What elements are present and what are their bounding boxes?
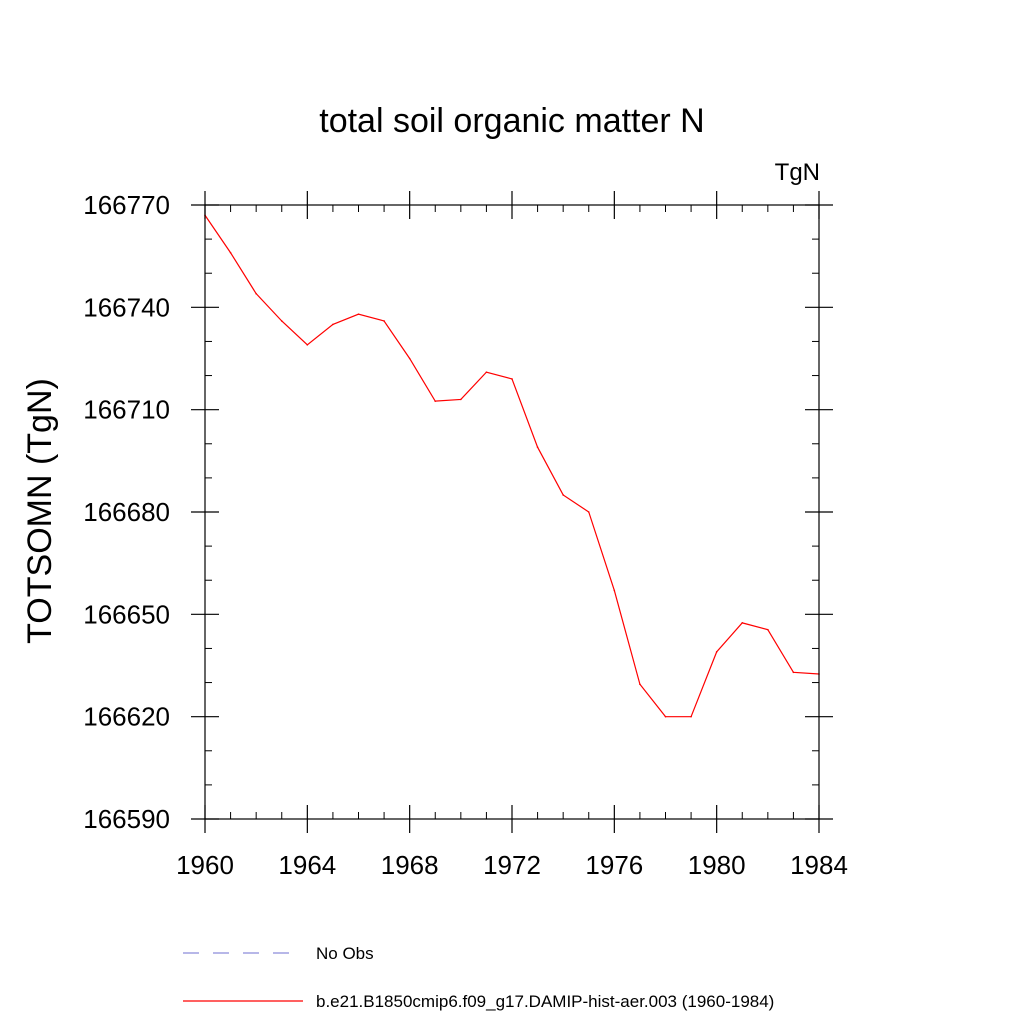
series-point [587,511,590,513]
plot-frame [204,204,820,820]
x-tick-label: 1968 [381,850,439,880]
series-point [690,715,692,718]
chart-title: total soil organic matter N [319,102,705,140]
series-line-1 [204,214,820,718]
series-point [280,320,283,322]
series-point [434,400,437,402]
series-point [306,344,309,346]
y-tick-label: 166620 [83,702,170,732]
major-ticks [191,191,833,833]
y-tick-label: 166650 [83,599,170,629]
x-tick-labels: 1960 1964 1968 1972 1976 1980 1984 [176,850,848,880]
x-tick-label: 1972 [483,850,541,880]
series-point [639,683,641,686]
minor-ticks [205,205,819,819]
y-tick-labels: 166590 166620 166650 166680 166710 166740 1667… [83,190,170,834]
x-tick-label: 1980 [688,850,746,880]
y-tick-label: 166680 [83,497,170,527]
series-point [332,323,334,326]
units-label: TgN [775,159,820,186]
series-point [792,671,795,674]
series-point [536,446,539,448]
series-point [460,398,462,401]
series-point [613,589,616,592]
x-tick-label: 1964 [278,850,336,880]
series-point [664,715,667,718]
series-point [255,292,257,295]
series-point [511,378,513,380]
y-tick-label: 166710 [83,395,170,425]
y-tick-label: 166740 [83,292,170,322]
series-point [767,628,769,631]
legend: No Obs b.e21.B1850cmip6.f09_g17.DAMIP-his… [183,944,774,1011]
series-point [485,371,488,373]
legend-label-0: No Obs [316,944,374,963]
series-point [408,357,411,360]
series-point [562,494,564,496]
x-tick-label: 1960 [176,850,234,880]
y-tick-label: 166590 [83,804,170,834]
series-point [357,313,360,315]
x-tick-label: 1984 [790,850,848,880]
series-point [383,320,385,322]
y-axis-label: TOTSOMN (TgN) [21,378,59,644]
legend-label-1: b.e21.B1850cmip6.f09_g17.DAMIP-hist-aer.… [316,992,774,1011]
y-tick-label: 166770 [83,190,170,220]
series-point [741,622,744,624]
series-lines [204,214,820,718]
series-point [229,251,232,254]
series-point [715,651,718,653]
x-tick-label: 1976 [585,850,643,880]
